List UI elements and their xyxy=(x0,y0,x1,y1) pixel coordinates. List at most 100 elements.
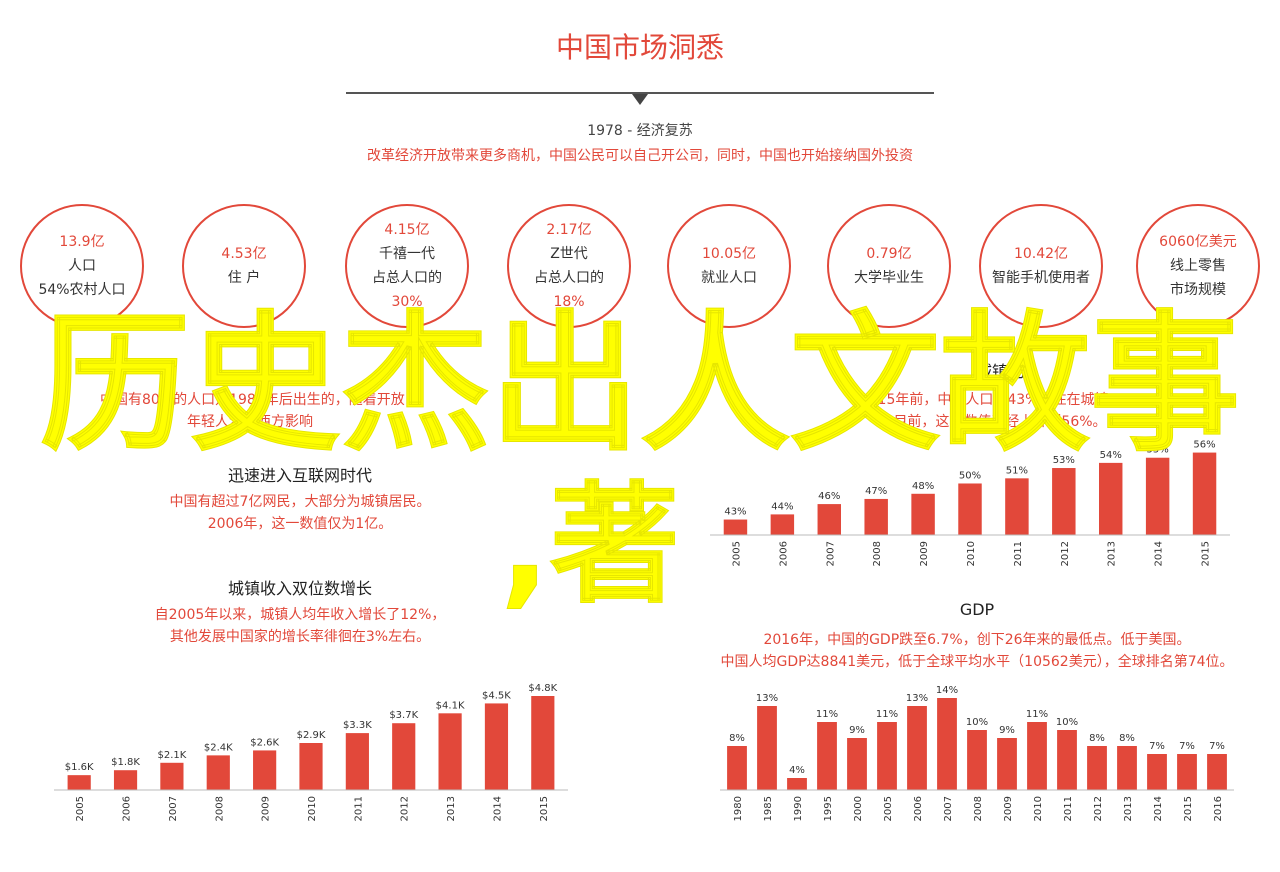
bar-2012 xyxy=(1087,746,1107,790)
tick-label-2005: 2005 xyxy=(75,796,86,821)
stat-sub: 54%农村人口 xyxy=(38,282,126,298)
gdp-description: 2016年，中国的GDP跌至6.7%，创下26年来的最低点。低于美国。 中国人均… xyxy=(720,632,1234,670)
bar-2007 xyxy=(937,698,957,790)
stat-label: 就业人口 xyxy=(701,270,757,286)
data-label-2007: 14% xyxy=(936,685,958,696)
data-label-1985: 13% xyxy=(756,693,778,704)
bar-2009 xyxy=(253,750,277,790)
data-label-2005: $1.6K xyxy=(65,762,94,773)
tick-label-2015: 2015 xyxy=(1201,541,1212,566)
data-label-2009: $2.6K xyxy=(250,737,279,748)
stat-circle-gen-z: 2.17亿 Z世代 占总人口的 18% xyxy=(507,204,631,328)
stat-circle-employed: 10.05亿 就业人口 xyxy=(667,204,791,328)
bar-2014 xyxy=(1147,754,1167,790)
data-label-2014: 7% xyxy=(1149,741,1165,752)
bar-2006 xyxy=(907,706,927,790)
data-label-2008: 47% xyxy=(865,486,887,497)
page-title: 中国市场洞悉 xyxy=(555,31,724,64)
data-label-2013: 54% xyxy=(1100,450,1122,461)
income-chart: $1.6K 2005 $1.8K 2006 $2.1K 2007 $2.4K 2008 $2.6… xyxy=(54,683,568,821)
tick-label-1990: 1990 xyxy=(793,796,804,821)
data-label-2011: $3.3K xyxy=(343,720,372,731)
data-label-2011: 10% xyxy=(1056,717,1078,728)
urbanization-title: 城镇化 xyxy=(975,362,1024,381)
urbanization-description: 15年前，中国人口有43%居住在城镇， 目前，这一数值已经上升到56%。 xyxy=(877,392,1123,430)
down-arrow-icon xyxy=(632,94,648,105)
stat-percent: 30% xyxy=(391,294,423,310)
tick-label-2000: 2000 xyxy=(853,796,864,821)
data-label-2012: 53% xyxy=(1053,455,1075,466)
bar-2010 xyxy=(958,483,982,535)
tick-label-2013: 2013 xyxy=(1123,796,1134,821)
stat-label: 住 户 xyxy=(227,270,261,286)
bar-2008 xyxy=(967,730,987,790)
data-label-2008: $2.4K xyxy=(204,742,233,753)
stat-circle-online-retail: 6060亿美元 线上零售 市场规模 xyxy=(1136,204,1260,328)
tick-label-2006: 2006 xyxy=(913,796,924,821)
tick-label-2007: 2007 xyxy=(168,796,179,821)
stat-value: 4.53亿 xyxy=(221,246,267,262)
stat-circle-households: 4.53亿 住 户 xyxy=(182,204,306,328)
bar-1985 xyxy=(757,706,777,790)
data-label-2010: 50% xyxy=(959,470,981,481)
stat-circle-smartphone: 10.42亿 智能手机使用者 xyxy=(979,204,1103,328)
tick-label-2005: 2005 xyxy=(731,541,742,566)
bar-2013 xyxy=(1099,462,1123,535)
bar-2007 xyxy=(817,504,841,535)
bar-2006 xyxy=(113,770,138,790)
data-label-2015: $4.8K xyxy=(528,683,557,694)
urbanization-chart: 43% 2005 44% 2006 46% 2007 47% 2008 48% 2009 50% 20… xyxy=(710,440,1230,566)
bar-2011 xyxy=(345,733,369,790)
bar-2010 xyxy=(299,743,323,790)
bar-2005 xyxy=(877,722,897,790)
data-label-2009: 9% xyxy=(999,725,1015,736)
data-label-2006: $1.8K xyxy=(111,757,140,768)
data-label-2014: 55% xyxy=(1147,445,1169,456)
bar-2015 xyxy=(1177,754,1197,790)
stat-value: 10.05亿 xyxy=(701,246,757,262)
bar-2014 xyxy=(1145,457,1170,535)
stat-label: 线上零售 xyxy=(1170,258,1226,274)
gdp-title: GDP xyxy=(959,600,995,619)
data-label-2016: 7% xyxy=(1209,741,1225,752)
tick-label-2009: 2009 xyxy=(1003,796,1014,821)
tick-label-2006: 2006 xyxy=(122,796,133,821)
bar-2016 xyxy=(1207,754,1227,790)
data-label-2015: 56% xyxy=(1193,440,1215,451)
stat-sub: 占总人口的 xyxy=(534,270,604,286)
bar-2012 xyxy=(1052,468,1076,535)
data-label-2011: 51% xyxy=(1006,465,1028,476)
tick-label-2010: 2010 xyxy=(966,541,977,566)
stat-value: 0.79亿 xyxy=(866,246,912,262)
data-label-2009: 48% xyxy=(912,481,934,492)
bar-1995 xyxy=(817,722,837,790)
stat-value: 13.9亿 xyxy=(59,234,105,250)
gdp-chart: 8% 1980 13% 1985 4% 1990 11% 1995 9% 2000 11% 2005 1… xyxy=(720,685,1234,821)
data-label-2005: 11% xyxy=(876,709,898,720)
tick-label-2014: 2014 xyxy=(1153,796,1164,821)
stat-sub: 市场规模 xyxy=(1170,282,1226,298)
bar-2010 xyxy=(1027,722,1047,790)
tick-label-2010: 2010 xyxy=(1033,796,1044,821)
data-label-2013: 8% xyxy=(1119,733,1135,744)
data-label-2013: $4.1K xyxy=(436,700,465,711)
bar-2015 xyxy=(1192,452,1217,535)
year-label: 1978 - 经济复苏 xyxy=(587,123,693,139)
tick-label-2010: 2010 xyxy=(307,796,318,821)
data-label-2007: 46% xyxy=(818,491,840,502)
bar-2015 xyxy=(531,696,555,790)
tick-label-2005: 2005 xyxy=(883,796,894,821)
data-label-2000: 9% xyxy=(849,725,865,736)
data-label-2010: 11% xyxy=(1026,709,1048,720)
youth-description: 中国有80%的人口是1980年后出生的，随着开放， 年轻人深受西方影响 xyxy=(100,392,419,430)
data-label-2007: $2.1K xyxy=(157,750,186,761)
bar-2000 xyxy=(847,738,867,790)
income-title: 城镇收入双位数增长 xyxy=(227,579,372,598)
stat-label: 智能手机使用者 xyxy=(992,270,1090,286)
bar-2011 xyxy=(1005,478,1029,535)
overlay-line-2: ,著 xyxy=(500,469,679,621)
tick-label-2012: 2012 xyxy=(1093,796,1104,821)
tick-label-2015: 2015 xyxy=(539,796,550,821)
tick-label-2013: 2013 xyxy=(1107,541,1118,566)
bar-2008 xyxy=(206,755,230,790)
